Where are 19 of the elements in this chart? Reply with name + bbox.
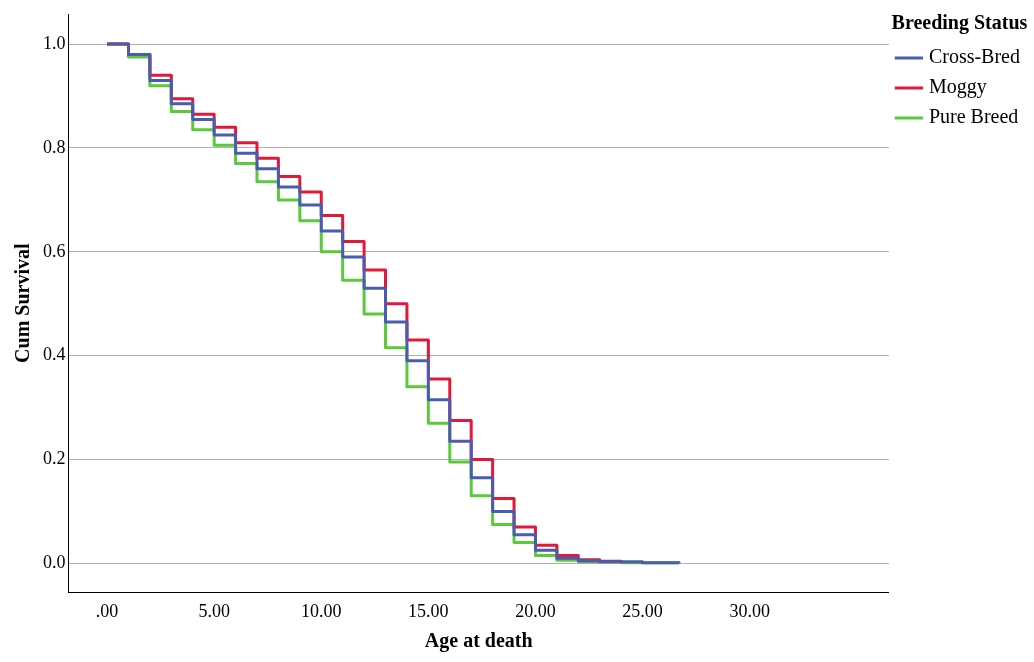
- legend-label: Cross-Bred: [928, 45, 1021, 68]
- y-tick-label: 0.8: [43, 136, 66, 157]
- x-tick-label: 30.00: [729, 600, 770, 621]
- x-tick-label: 10.00: [301, 600, 342, 621]
- x-tick-label: 20.00: [515, 600, 556, 621]
- y-axis-title: Cum Survival: [11, 243, 34, 363]
- y-tick-label: 0.0: [43, 552, 66, 573]
- legend-title: Breeding Status: [891, 11, 1028, 35]
- x-tick-label: 5.00: [198, 600, 230, 621]
- x-tick-label: .00: [95, 600, 119, 621]
- x-axis-title: Age at death: [424, 629, 533, 653]
- legend-label: Pure Breed: [928, 105, 1019, 128]
- legend-label: Moggy: [928, 75, 987, 99]
- y-tick-label: 1.0: [43, 32, 66, 53]
- x-tick-label: 15.00: [408, 600, 449, 621]
- y-tick-label: 0.2: [43, 448, 66, 469]
- y-tick-label: 0.6: [43, 240, 66, 261]
- y-tick-label: 0.4: [43, 344, 66, 365]
- x-tick-label: 25.00: [622, 600, 663, 621]
